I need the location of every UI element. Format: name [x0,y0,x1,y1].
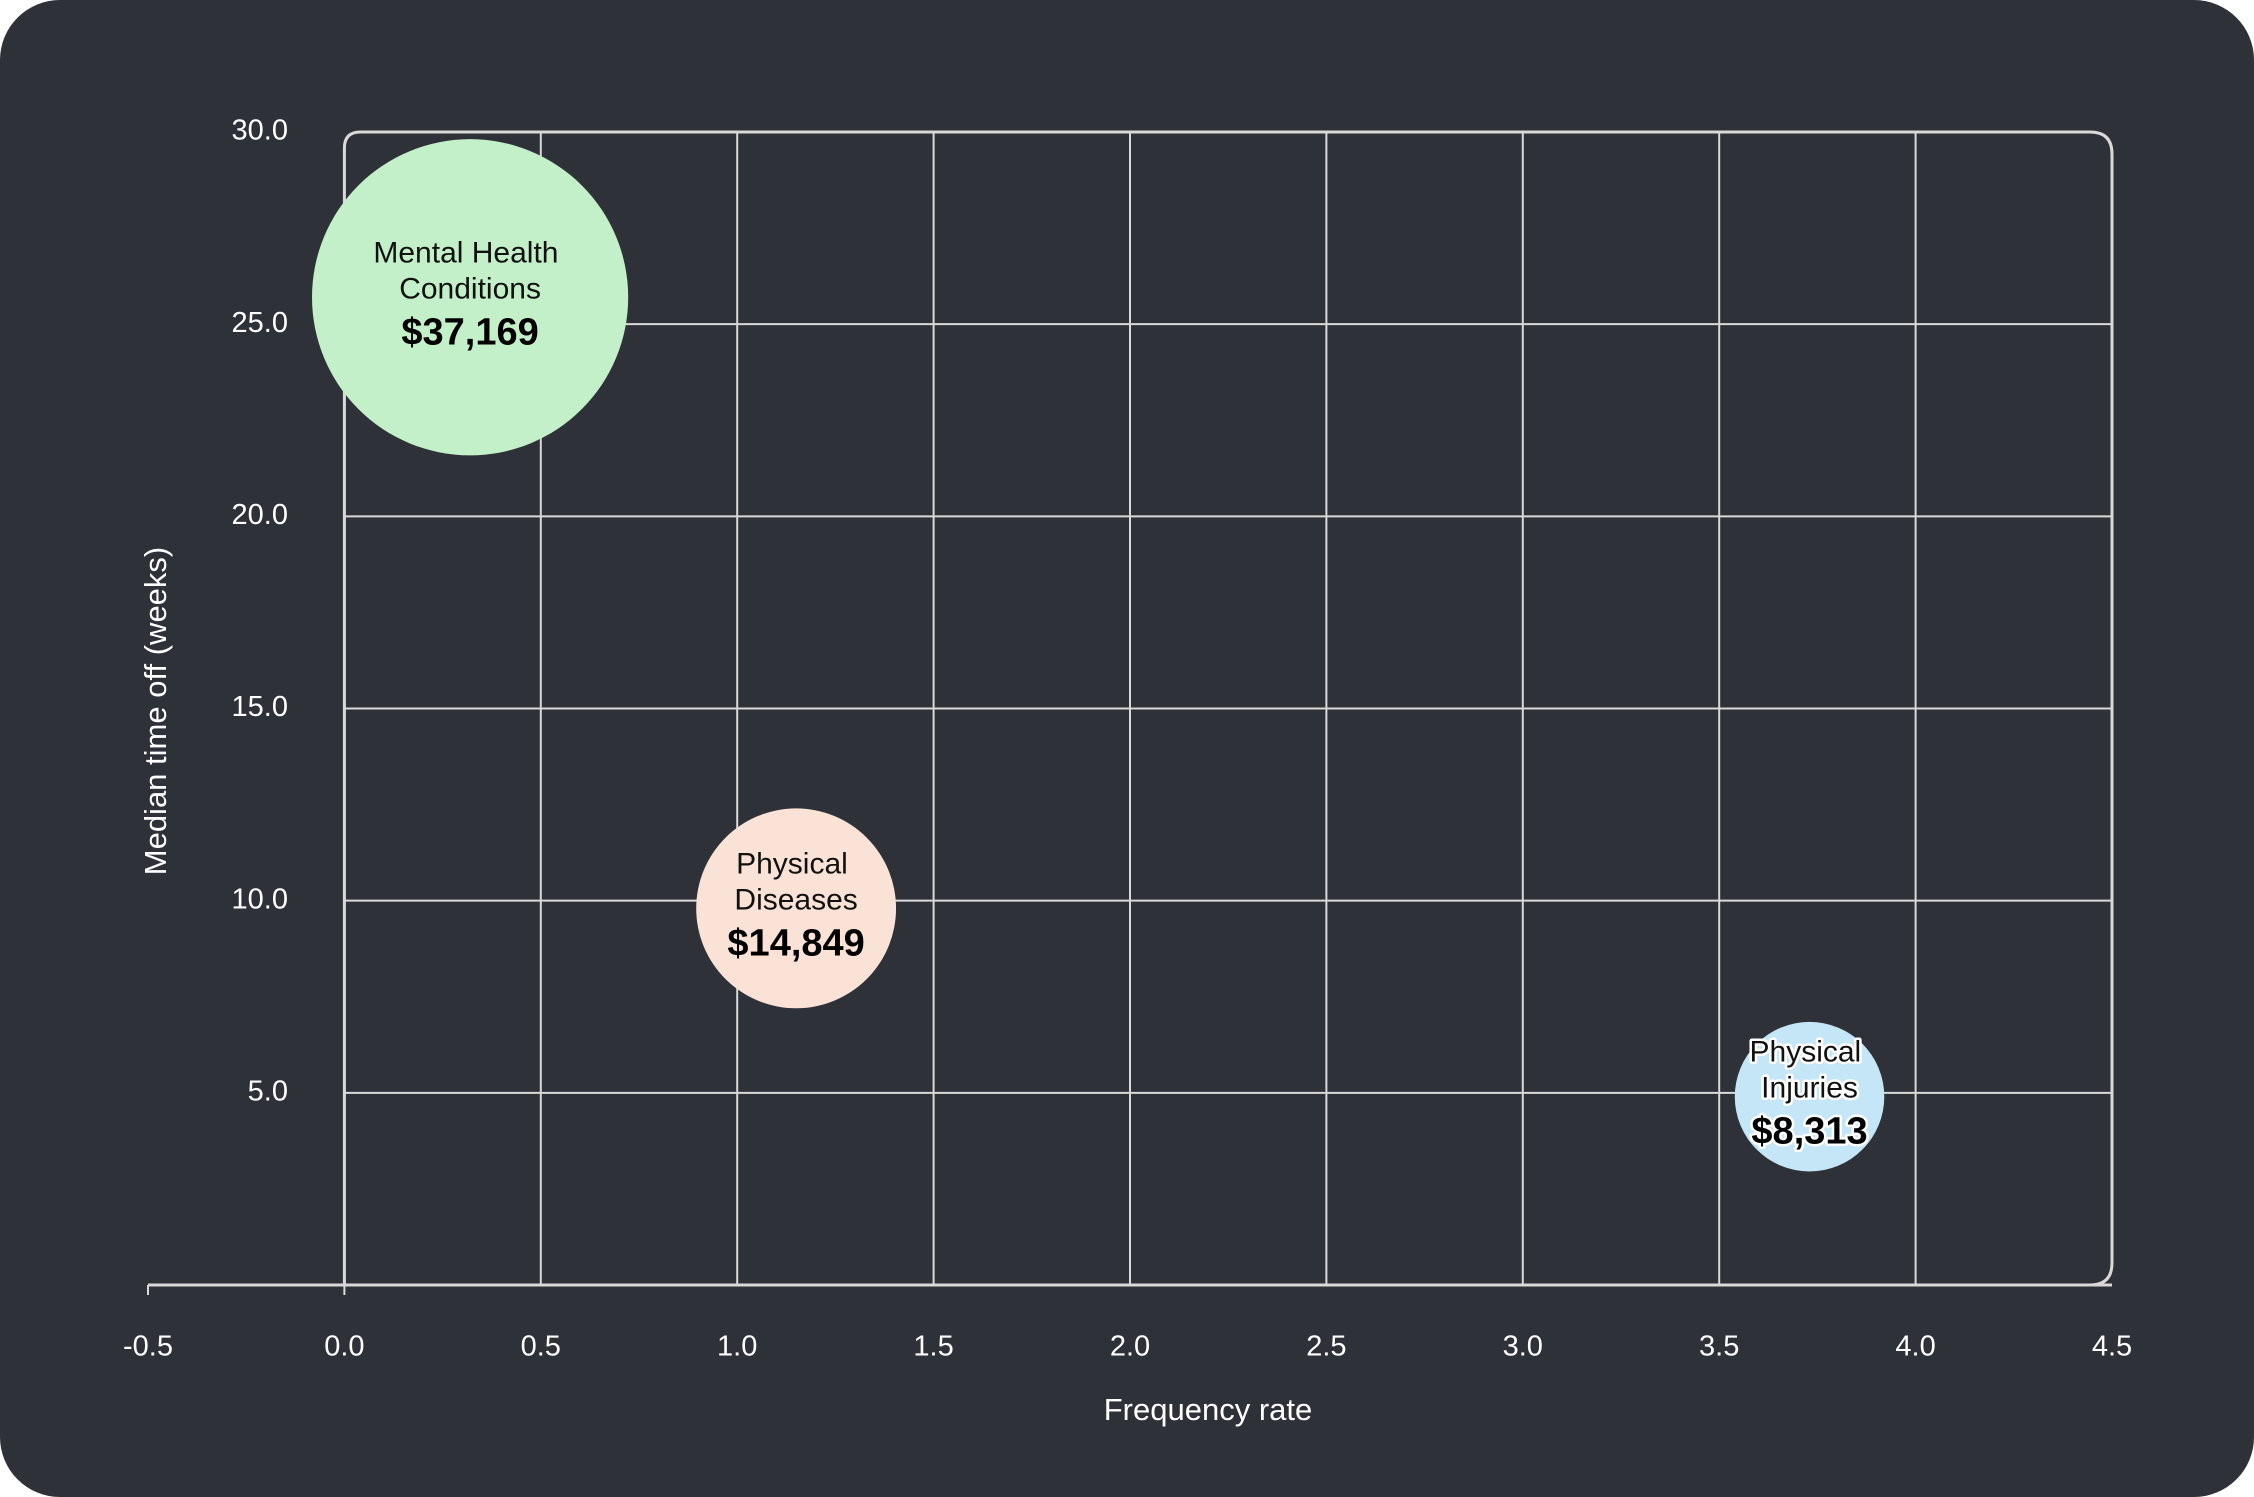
bubble [312,139,629,456]
x-tick-label: 2.0 [1110,1331,1150,1363]
x-tick-label: 4.5 [2092,1331,2132,1363]
y-tick-label: 30.0 [232,115,288,147]
bubble [1734,1021,1885,1172]
x-tick-label: 2.5 [1306,1331,1346,1363]
bubble-label: Physical Injuries [1750,1036,1870,1105]
y-tick-label: 15.0 [232,691,288,723]
x-tick-label: 1.0 [717,1331,757,1363]
y-tick-label: 20.0 [232,499,288,531]
plot: Mental Health Conditions $37,169 Physical … [312,139,1885,1172]
y-tick-label: 10.0 [232,883,288,915]
bubble-value-label: $14,849 [727,922,864,964]
y-axis-title: Median time off (weeks) [138,547,173,876]
y-tick-label: 25.0 [232,307,288,339]
bubble-value-label: $8,313 [1751,1111,1867,1153]
bubble-value-label: $37,169 [401,311,538,353]
bubble-label: Physical Diseases [734,847,857,916]
y-tick-label: 5.0 [248,1075,288,1107]
x-tick-label: 3.5 [1699,1331,1739,1363]
x-tick-label: 4.0 [1895,1331,1935,1363]
x-tick-label: -0.5 [123,1331,173,1363]
x-tick-label: 3.0 [1503,1331,1543,1363]
bubble-label: Mental Health Conditions [373,236,566,305]
grid: -0.5 0.0 0.5 1.0 1.5 2.0 2.5 3.0 3.5 4.0 4.5 5.0 10.… [123,115,2132,1363]
plot-frame [342,130,2114,1287]
x-axis-title: Frequency rate [1104,1392,1313,1427]
bubble [696,808,897,1009]
x-tick-label: 1.5 [913,1331,953,1363]
x-tick-label: 0.0 [324,1331,364,1363]
x-tick-label: 0.5 [521,1331,561,1363]
